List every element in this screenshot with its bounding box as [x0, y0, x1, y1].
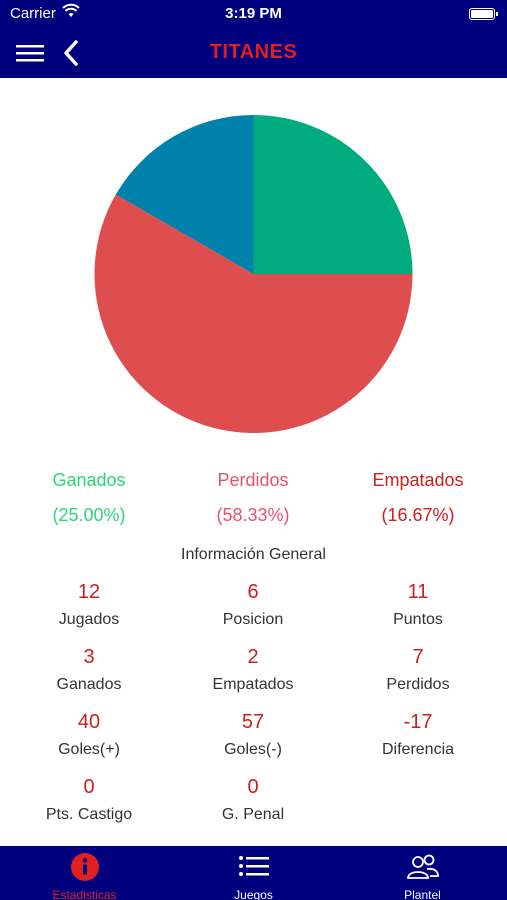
- stat-value: 11: [407, 581, 429, 603]
- chart-legend: Ganados (25.00%) Perdidos (58.33%) Empat…: [0, 470, 507, 540]
- stat-label: Empatados: [212, 676, 294, 693]
- tab-estadisticas[interactable]: Estadisticas: [0, 846, 169, 900]
- info-icon: [0, 852, 169, 882]
- stat-diferencia: -17 Diferencia: [333, 710, 503, 762]
- pie-slice-perdidos: [94, 194, 413, 433]
- tab-label: Estadisticas: [52, 888, 117, 900]
- stat-empatados: 2 Empatados: [168, 645, 338, 697]
- stat-label: Ganados: [56, 676, 122, 693]
- nav-bar: TITANES: [0, 28, 507, 78]
- stat-value: 7: [412, 646, 424, 668]
- legend-label: Empatados: [372, 470, 464, 490]
- stat-label: Perdidos: [386, 676, 450, 693]
- stat-value: 6: [247, 581, 259, 603]
- legend-percent: (58.33%): [216, 505, 290, 525]
- tab-plantel[interactable]: Plantel: [338, 846, 507, 900]
- tab-juegos[interactable]: Juegos: [169, 846, 338, 900]
- stat-label: Puntos: [393, 611, 443, 628]
- tab-label: Juegos: [234, 888, 273, 900]
- stat-g-penal: 0 G. Penal: [168, 775, 338, 827]
- stat-value: 3: [83, 646, 95, 668]
- stat-goles-contra: 57 Goles(-): [168, 710, 338, 762]
- stat-label: Goles(-): [224, 741, 282, 758]
- legend-ganados: Ganados (25.00%): [4, 470, 174, 526]
- stat-perdidos: 7 Perdidos: [333, 645, 503, 697]
- wifi-icon: [62, 3, 80, 24]
- clock: 3:19 PM: [225, 5, 282, 22]
- pie-chart: [0, 78, 507, 468]
- legend-percent: (25.00%): [52, 505, 126, 525]
- tab-label: Plantel: [404, 888, 441, 900]
- legend-perdidos: Perdidos (58.33%): [168, 470, 338, 526]
- back-chevron-icon[interactable]: [60, 38, 82, 68]
- page-title: TITANES: [209, 41, 298, 63]
- stat-value: 57: [241, 711, 265, 733]
- people-icon: [338, 852, 507, 882]
- stat-label: Goles(+): [58, 741, 120, 758]
- stat-jugados: 12 Jugados: [4, 580, 174, 632]
- stat-ganados: 3 Ganados: [4, 645, 174, 697]
- legend-label: Ganados: [52, 470, 126, 490]
- tab-bar: Estadisticas Juegos Plantel: [0, 846, 507, 900]
- stat-label: Diferencia: [381, 741, 455, 758]
- carrier-label: Carrier: [10, 5, 56, 22]
- stat-value: 40: [77, 711, 101, 733]
- stat-label: Jugados: [58, 611, 120, 628]
- pie-slice-ganados: [253, 115, 413, 274]
- stat-pts-castigo: 0 Pts. Castigo: [4, 775, 174, 827]
- stat-value: 0: [247, 776, 259, 798]
- pie-slice-empatados: [115, 115, 254, 274]
- legend-empatados: Empatados (16.67%): [333, 470, 503, 526]
- stat-value: 2: [247, 646, 259, 668]
- stat-label: Posicion: [222, 611, 284, 628]
- stat-label: G. Penal: [221, 806, 285, 823]
- list-icon: [169, 852, 338, 882]
- section-title: Información General: [181, 546, 326, 563]
- stat-value: 0: [83, 776, 95, 798]
- legend-percent: (16.67%): [381, 505, 455, 525]
- stat-puntos: 11 Puntos: [333, 580, 503, 632]
- legend-label: Perdidos: [217, 470, 289, 490]
- stat-goles-favor: 40 Goles(+): [4, 710, 174, 762]
- status-bar: Carrier 3:19 PM: [0, 0, 507, 28]
- stat-label: Pts. Castigo: [45, 806, 133, 823]
- stat-value: -17: [403, 711, 433, 733]
- hamburger-menu-icon[interactable]: [14, 40, 46, 66]
- battery-icon: [469, 8, 498, 20]
- stat-posicion: 6 Posicion: [168, 580, 338, 632]
- stat-value: 12: [77, 581, 101, 603]
